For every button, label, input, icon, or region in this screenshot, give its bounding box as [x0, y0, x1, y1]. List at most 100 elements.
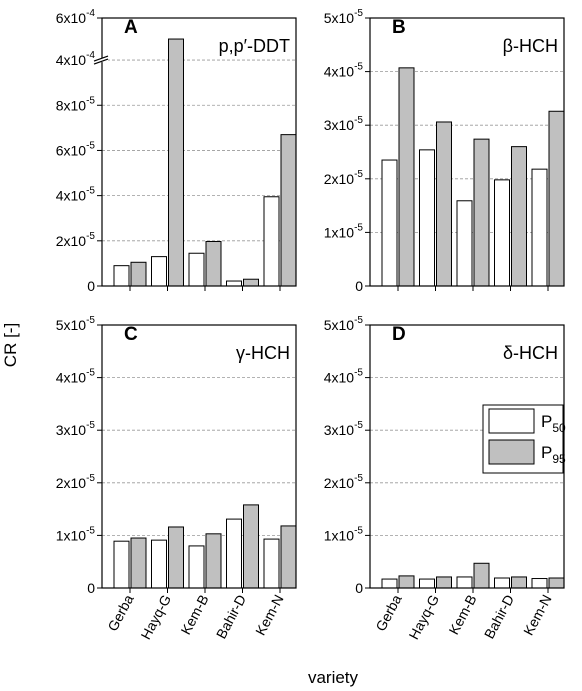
- bar: [398, 67, 415, 287]
- x-tick-label: Hayq-G: [405, 592, 442, 642]
- bar: [456, 576, 473, 589]
- y-axis-label: CR [-]: [1, 323, 20, 367]
- bar: [456, 200, 473, 287]
- y-tick-exponent: -5: [354, 62, 363, 73]
- y-tick-mantissa: 4x10: [324, 370, 355, 386]
- legend-label: P95: [541, 443, 566, 466]
- bar: [243, 504, 259, 589]
- panel-label: C: [124, 324, 138, 345]
- y-tick-exponent: -5: [354, 222, 363, 233]
- y-tick-exponent: -5: [86, 368, 95, 379]
- bar: [113, 540, 130, 589]
- y-tick-label: 1x10-5: [324, 222, 364, 240]
- y-tick-label: 6x10-4: [56, 8, 96, 26]
- y-tick-label: 5x10-5: [56, 315, 96, 333]
- panel-label: B: [392, 17, 406, 38]
- y-tick-label: 5x10-5: [324, 8, 364, 26]
- x-tick-label: Gerba: [104, 592, 136, 634]
- y-tick-label: 4x10-4: [56, 50, 96, 68]
- y-tick-exponent: -5: [86, 420, 95, 431]
- y-tick-label: 3x10-5: [324, 420, 364, 438]
- bar: [381, 578, 398, 589]
- panel-title: γ-HCH: [236, 343, 290, 363]
- y-tick-exponent: -5: [354, 315, 363, 326]
- y-tick-label: 2x10-5: [56, 473, 96, 491]
- y-tick-exponent: -5: [354, 473, 363, 484]
- bar: [419, 578, 435, 589]
- bar: [243, 278, 259, 287]
- y-tick-exponent: -5: [354, 169, 363, 180]
- y-tick-label: 6x10-5: [56, 140, 96, 158]
- y-tick-label: 8x10-5: [56, 95, 96, 113]
- y-tick-label: 0: [355, 278, 363, 294]
- y-tick-mantissa: 2x10: [324, 171, 355, 187]
- y-tick-exponent: -5: [354, 368, 363, 379]
- axis-break: [93, 58, 109, 65]
- y-tick-mantissa: 4x10: [56, 188, 87, 204]
- y-tick-mantissa: 5x10: [324, 10, 355, 26]
- legend-subscript: 50: [552, 421, 566, 435]
- y-tick-mantissa: 3x10: [324, 117, 355, 133]
- y-tick-exponent: -5: [86, 186, 95, 197]
- bar: [263, 538, 280, 589]
- bar: [188, 252, 205, 287]
- bar: [151, 539, 167, 589]
- bar: [226, 518, 242, 589]
- bar: [511, 146, 527, 287]
- y-tick-label: 3x10-5: [324, 115, 364, 133]
- panel-label: D: [392, 324, 406, 345]
- y-tick-label: 4x10-5: [324, 368, 364, 386]
- bar: [263, 196, 280, 287]
- y-tick-label: 5x10-5: [324, 315, 364, 333]
- x-tick-label: Gerba: [372, 592, 404, 634]
- bar: [531, 578, 548, 589]
- panel-title: δ-HCH: [503, 343, 558, 363]
- legend-label: P50: [541, 412, 566, 435]
- plot-frame: [369, 324, 565, 589]
- bar: [436, 121, 452, 287]
- y-tick-label: 0: [87, 278, 95, 294]
- y-tick-mantissa: 5x10: [324, 317, 355, 333]
- x-tick-label: Bahir-D: [481, 592, 517, 641]
- plot-frame: [101, 17, 297, 287]
- bar: [419, 149, 435, 287]
- bar: [381, 159, 398, 287]
- legend-subscript: 95: [552, 452, 566, 466]
- y-tick-mantissa: 2x10: [56, 475, 87, 491]
- bar: [531, 168, 548, 287]
- y-tick-mantissa: 4x10: [56, 52, 87, 68]
- x-tick-label: Kem-B: [177, 592, 211, 637]
- y-tick-mantissa: 6x10: [56, 10, 87, 26]
- y-tick-mantissa: 4x10: [56, 370, 87, 386]
- y-tick-mantissa: 3x10: [324, 422, 355, 438]
- bar: [548, 110, 565, 287]
- bar: [130, 537, 147, 589]
- bar: [151, 256, 167, 287]
- y-tick-label: 4x10-5: [56, 186, 96, 204]
- bar: [473, 138, 490, 287]
- bar: [280, 134, 297, 287]
- bar: [226, 280, 242, 287]
- plot-frame: [369, 17, 565, 287]
- bar: [511, 576, 527, 589]
- bar: [168, 526, 184, 589]
- y-tick-exponent: -4: [86, 8, 95, 19]
- y-tick-mantissa: 5x10: [56, 317, 87, 333]
- y-tick-label: 2x10-5: [324, 169, 364, 187]
- bar: [205, 533, 222, 589]
- bar: [494, 179, 510, 287]
- legend-swatch: [488, 408, 535, 434]
- y-tick-mantissa: 3x10: [56, 422, 87, 438]
- axis-break-gap: [94, 58, 108, 63]
- x-tick-label: Kem-N: [520, 592, 555, 638]
- bar: [436, 576, 452, 589]
- y-tick-label: 4x10-5: [324, 62, 364, 80]
- y-tick-label: 1x10-5: [56, 525, 96, 543]
- y-tick-label: 1x10-5: [324, 525, 364, 543]
- y-tick-mantissa: 1x10: [324, 527, 355, 543]
- y-tick-label: 3x10-5: [56, 420, 96, 438]
- y-tick-exponent: -5: [86, 140, 95, 151]
- bar: [188, 545, 205, 589]
- bar: [494, 577, 510, 589]
- legend-name: P: [541, 412, 552, 431]
